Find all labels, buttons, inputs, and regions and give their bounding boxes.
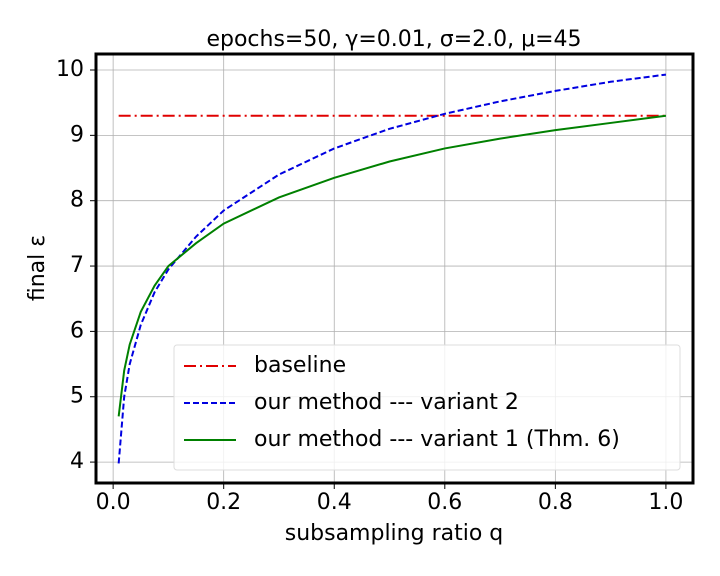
series-line (117, 114, 667, 417)
y-tick-label: 9 (70, 122, 84, 147)
legend-label: our method --- variant 2 (254, 390, 519, 415)
y-tick-label: 4 (70, 449, 84, 474)
x-tick-label: 0.8 (538, 490, 573, 515)
y-tick-label: 8 (70, 188, 84, 213)
x-tick-label: 0.6 (427, 490, 462, 515)
y-tick-label: 6 (70, 318, 84, 343)
y-tick-label: 7 (70, 253, 84, 278)
legend-label: our method --- variant 1 (Thm. 6) (254, 427, 620, 452)
x-tick-label: 0.0 (96, 490, 131, 515)
legend-box (173, 344, 681, 471)
x-tick-label: 0.2 (206, 490, 241, 515)
legend-label: baseline (254, 353, 346, 378)
chart-title: epochs=50, γ=0.01, σ=2.0, μ=45 (206, 27, 581, 52)
y-tick-label: 5 (70, 384, 84, 409)
x-axis-label: subsampling ratio q (285, 521, 504, 546)
y-axis-label: final ε (25, 235, 50, 301)
x-tick-label: 1.0 (648, 490, 683, 515)
series-line (117, 73, 667, 464)
x-tick-label: 0.4 (317, 490, 352, 515)
plot-frame (94, 52, 695, 485)
y-tick-label: 10 (56, 57, 84, 82)
